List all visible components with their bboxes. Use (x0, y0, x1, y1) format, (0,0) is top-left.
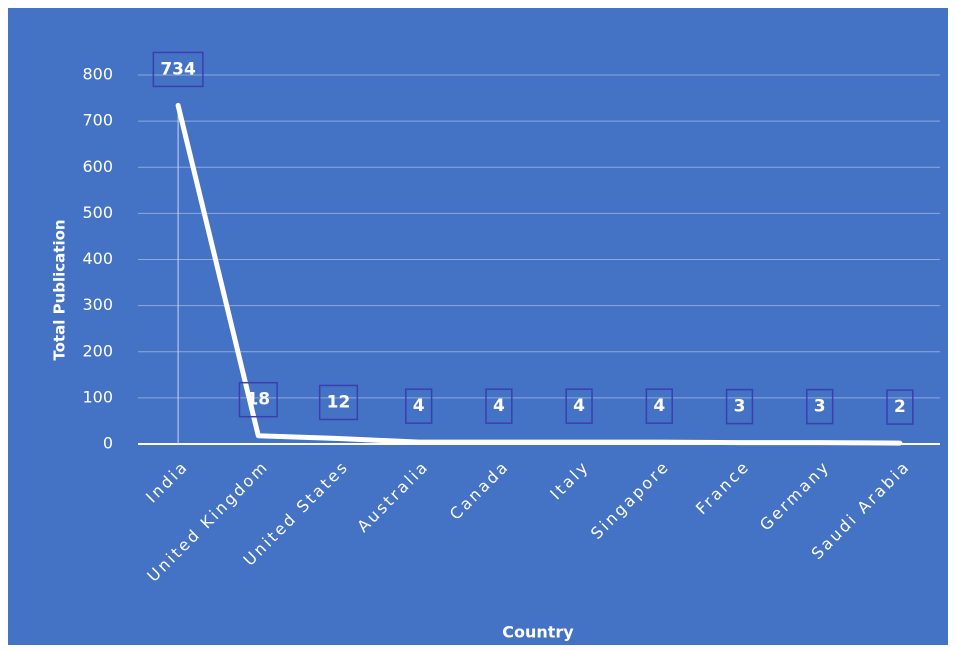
y-tick-label: 400 (82, 249, 113, 268)
data-label-box (152, 51, 204, 88)
y-tick-label: 500 (82, 203, 113, 222)
data-label-box (405, 388, 433, 424)
data-label: 3 (814, 397, 826, 417)
data-label: 4 (653, 396, 665, 416)
data-label-box (725, 388, 754, 425)
data-label-box (318, 384, 359, 421)
y-axis-title: Total Publication (51, 219, 69, 360)
data-label-box (238, 381, 278, 418)
data-label-box (645, 388, 673, 424)
data-label: 4 (573, 396, 585, 416)
data-label: 4 (493, 396, 505, 416)
line (175, 102, 903, 446)
data-label: 2 (894, 397, 906, 417)
x-axis-title: Country (502, 623, 574, 642)
data-label-box (565, 388, 593, 424)
data-label-box (806, 388, 834, 425)
y-tick-label: 800 (82, 65, 113, 84)
data-label: 18 (246, 390, 270, 410)
y-tick-label: 0 (103, 434, 113, 453)
y-tick-label: 300 (82, 295, 113, 314)
data-label: 12 (327, 392, 351, 412)
y-tick-label: 100 (82, 387, 113, 406)
data-label: 4 (413, 396, 425, 416)
data-label-box (886, 389, 914, 425)
y-tick-label: 700 (82, 111, 113, 130)
y-tick-label: 600 (82, 157, 113, 176)
y-tick-label: 200 (82, 341, 113, 360)
data-label-box (485, 388, 513, 424)
data-label: 3 (734, 397, 746, 417)
chart-background (8, 8, 948, 645)
data-label: 734 (160, 59, 196, 79)
